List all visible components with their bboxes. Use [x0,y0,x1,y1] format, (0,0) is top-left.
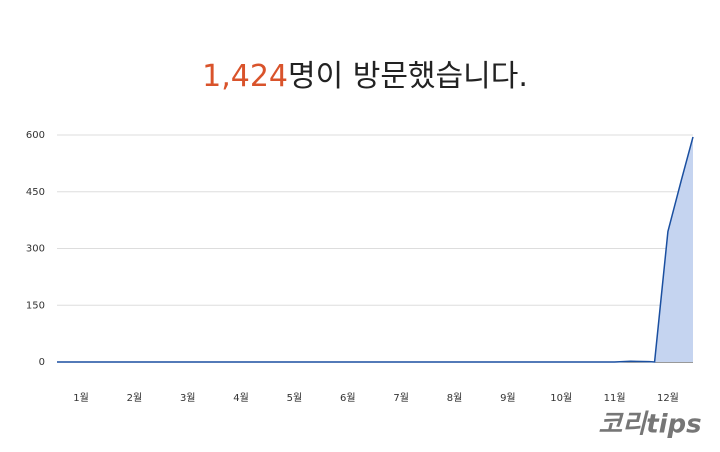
y-tick-label: 150 [26,300,45,311]
x-tick-label: 12월 [657,392,679,404]
x-tick-label: 10월 [550,392,572,404]
x-tick-label: 5월 [287,392,303,404]
x-tick-label: 6월 [340,392,356,404]
y-tick-label: 600 [26,130,45,141]
x-tick-label: 2월 [127,392,143,404]
x-tick-label: 7월 [393,392,409,404]
chart-title: 1,424명이 방문했습니다. [202,59,528,94]
area-line [57,136,694,363]
x-tick-label: 1월 [73,392,89,404]
y-tick-label: 300 [26,244,45,255]
x-tick-label: 3월 [180,392,196,404]
title-text: 명이 방문했습니다. [288,59,528,94]
y-tick-label: 0 [39,357,45,368]
x-tick-label: 4월 [233,392,249,404]
visitor-count: 1,424 [202,59,288,94]
x-tick-label: 9월 [500,392,516,404]
y-tick-label: 450 [26,187,45,198]
area-fill [57,136,693,362]
x-tick-label: 8월 [447,392,463,404]
x-tick-label: 11월 [604,392,626,404]
watermark: 코리tips [598,410,701,440]
